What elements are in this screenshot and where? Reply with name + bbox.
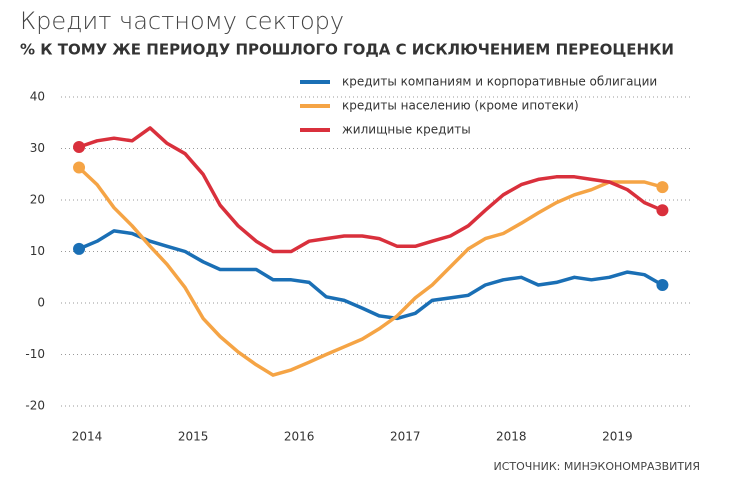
- x-tick-label: 2016: [284, 430, 315, 444]
- legend-label: жилищные кредиты: [342, 123, 471, 137]
- series-line: [77, 166, 663, 377]
- end-point: [656, 204, 669, 217]
- end-point: [656, 181, 669, 194]
- y-tick-label: -10: [25, 347, 45, 361]
- legend-label: кредиты компаниям и корпоративные облига…: [342, 75, 657, 89]
- legend-label: кредиты населению (кроме ипотеки): [342, 99, 579, 113]
- end-point: [73, 161, 86, 174]
- x-tick-label: 2014: [72, 430, 103, 444]
- x-tick-label: 2015: [178, 430, 209, 444]
- x-tick-label: 2018: [496, 430, 527, 444]
- end-point: [656, 278, 669, 291]
- series-line: [78, 126, 664, 254]
- y-tick-label: 40: [30, 90, 45, 104]
- y-tick-label: 30: [30, 141, 45, 155]
- x-tick-label: 2019: [602, 430, 633, 444]
- end-point: [73, 140, 86, 153]
- series-line: [78, 229, 664, 321]
- y-tick-label: 10: [30, 244, 45, 258]
- y-tick-label: 0: [37, 296, 45, 310]
- y-tick-label: -20: [25, 399, 45, 413]
- chart-title: Кредит частному сектору: [20, 7, 344, 35]
- end-point: [73, 242, 86, 255]
- source: ИСТОЧНИК: МИНЭКОНОМРАЗВИТИЯ: [494, 460, 700, 473]
- chart-subtitle: % К ТОМУ ЖЕ ПЕРИОДУ ПРОШЛОГО ГОДА С ИСКЛ…: [20, 41, 674, 59]
- x-tick-label: 2017: [390, 430, 421, 444]
- y-tick-label: 20: [30, 193, 45, 207]
